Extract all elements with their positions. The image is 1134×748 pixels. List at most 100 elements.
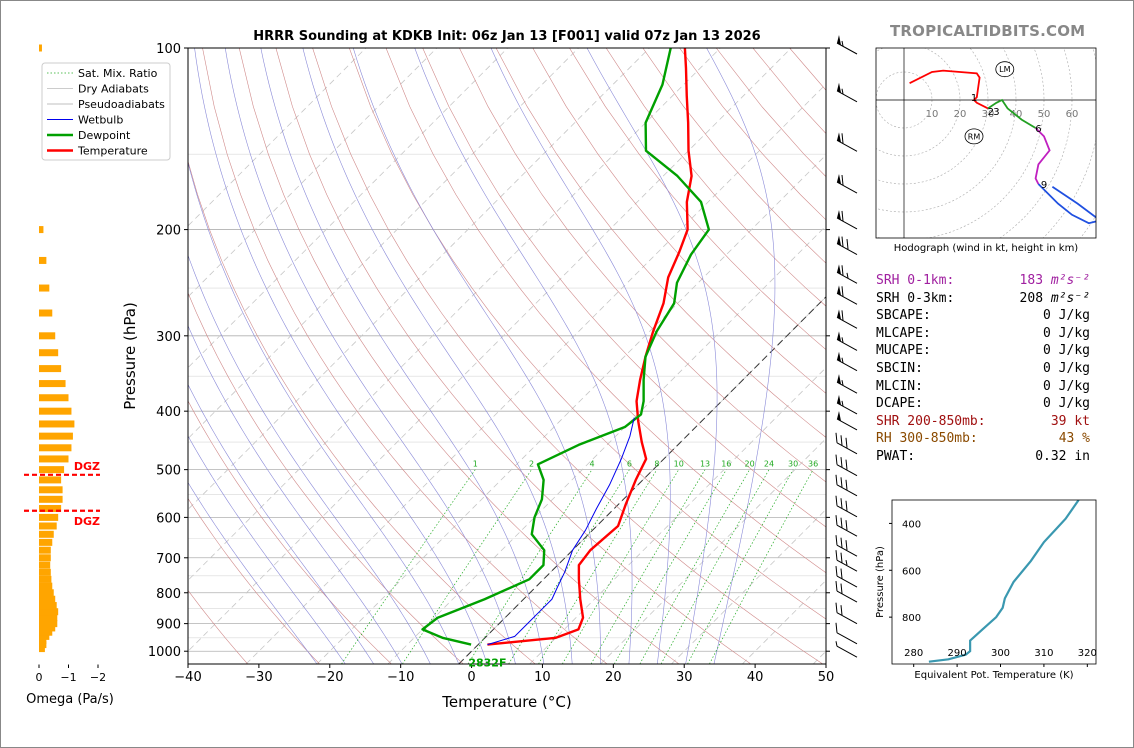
dewpoint-profile-line xyxy=(421,48,711,646)
dry-adiabat-line xyxy=(188,292,464,664)
wind-barb-flag xyxy=(845,437,848,448)
theta-e-y-tick-label: 800 xyxy=(902,613,921,624)
mixing-ratio-label: 2 xyxy=(529,460,534,469)
dry-adiabat-line xyxy=(495,48,826,438)
wind-barb xyxy=(836,374,858,394)
legend-label: Sat. Mix. Ratio xyxy=(78,67,158,80)
theta-e-y-tick-label: 600 xyxy=(902,566,921,577)
hodograph-height-label: 1 xyxy=(971,93,977,104)
y-tick-label: 300 xyxy=(156,330,181,345)
wind-barb-staff xyxy=(836,292,858,305)
y-tick-label: 1000 xyxy=(148,645,181,660)
wind-barb-pennant xyxy=(837,82,841,93)
stat-label: SRH 0-1km: xyxy=(876,273,955,288)
y-tick-label: 200 xyxy=(156,224,181,239)
wind-barb xyxy=(836,235,858,255)
wind-barb xyxy=(835,641,858,658)
stat-value-number: 0 J/kg xyxy=(1043,378,1090,394)
omega-bar xyxy=(39,575,52,583)
wind-barb-flag xyxy=(841,210,844,222)
dry-adiabat-line xyxy=(188,160,536,664)
omega-bar xyxy=(39,568,51,576)
hodograph-ring-label: 20 xyxy=(954,109,967,120)
stat-label: PWAT: xyxy=(876,449,916,464)
y-tick-label: 100 xyxy=(156,42,181,57)
chart-title: HRRR Sounding at KDKB Init: 06z Jan 13 [… xyxy=(253,29,760,44)
omega-tick-label: −1 xyxy=(60,671,76,684)
mixing-ratio-label: 4 xyxy=(589,460,594,469)
omega-bar xyxy=(39,582,53,590)
dry-adiabat-line xyxy=(459,48,826,483)
wind-barb xyxy=(835,495,858,518)
dry-adiabat-line xyxy=(532,48,826,394)
omega-bar xyxy=(39,432,73,440)
moist-adiabat-line xyxy=(194,48,488,664)
omega-bar xyxy=(39,505,62,513)
omega-bar xyxy=(39,608,59,616)
omega-bar xyxy=(39,495,63,503)
hodograph-height-label: 3 xyxy=(993,107,999,118)
omega-bar xyxy=(39,641,47,649)
moist-adiabat-line xyxy=(302,48,573,664)
wind-barb-staff xyxy=(836,243,858,255)
wind-barb-half-flag xyxy=(846,272,849,278)
omega-bar xyxy=(39,466,65,474)
omega-bar xyxy=(39,645,45,653)
brand-watermark: TROPICALTIDBITS.COM xyxy=(890,22,1086,40)
mixing-ratio-line xyxy=(639,469,750,664)
mixing-ratio-line xyxy=(614,469,727,664)
mixing-ratio-line xyxy=(590,469,706,664)
moist-adiabat-line xyxy=(260,48,545,664)
stat-value: 0 J/kg xyxy=(1000,361,1090,376)
omega-bar xyxy=(39,637,47,645)
mixing-ratio-label: 8 xyxy=(654,460,659,469)
wind-barb xyxy=(835,535,858,557)
omega-bar xyxy=(39,44,42,52)
theta-e-x-tick-label: 310 xyxy=(1034,648,1053,659)
wind-barb-pennant xyxy=(837,35,841,45)
wind-barb-staff xyxy=(836,484,858,497)
theta-e-x-tick-label: 290 xyxy=(948,648,967,659)
isotherm-line xyxy=(188,48,650,511)
wind-barb-flag xyxy=(835,515,838,526)
x-tick-label: 10 xyxy=(534,670,551,685)
wind-barb-flag xyxy=(840,605,843,616)
wind-barb-staff xyxy=(836,590,858,603)
isotherm-line xyxy=(316,154,826,664)
stat-value-number: 0 J/kg xyxy=(1043,343,1090,359)
theta-e-y-label: Pressure (hPa) xyxy=(875,546,886,618)
wind-barb-flag xyxy=(840,435,843,446)
wind-barb-half-flag xyxy=(841,400,844,406)
mixing-ratio-line xyxy=(562,469,680,664)
wind-barb-flag xyxy=(840,457,843,468)
stat-value: 0 J/kg xyxy=(1000,308,1090,323)
stat-value-number: 0 J/kg xyxy=(1043,361,1090,376)
omega-bar xyxy=(39,546,51,554)
stat-value-unit: m²s⁻² xyxy=(1043,273,1090,288)
theta-e-panel: 280 290 300 310 320 400 600 800 Equivalent Pot. … xyxy=(875,499,1097,681)
zero-isotherm-line xyxy=(458,296,826,664)
omega-bar xyxy=(39,365,62,373)
isotherm-line xyxy=(387,225,826,664)
stat-label: DCAPE: xyxy=(876,396,923,412)
hodograph-motion-label: RM xyxy=(968,132,981,141)
hodograph-frame xyxy=(875,47,1097,239)
wind-barb xyxy=(835,602,858,625)
skewt-plot-area: 1 2 4 6 8 10 13 16 20 24 30 36 xyxy=(188,48,826,664)
theta-e-x-tick-label: 300 xyxy=(991,648,1010,659)
stat-value: 0 J/kg xyxy=(1000,379,1090,394)
wind-barb-pennant xyxy=(837,264,841,275)
stat-value: 43 % xyxy=(1000,431,1090,446)
stat-value: 0 J/kg xyxy=(1000,396,1090,411)
legend-box: Sat. Mix. Ratio Dry Adiabats Pseudoadiabat… xyxy=(41,62,171,161)
omega-tick-label: −2 xyxy=(90,671,106,684)
wind-barb-staff xyxy=(836,524,858,537)
wind-barb-staff xyxy=(836,402,858,415)
wind-barb-staff xyxy=(836,442,858,455)
stat-value: 208 m²s⁻² xyxy=(1000,291,1090,306)
wind-barb-flag xyxy=(845,540,848,551)
stat-value: 183 m²s⁻² xyxy=(1000,273,1090,288)
wind-barb xyxy=(835,622,858,645)
hodograph-trace xyxy=(987,98,1037,129)
mixing-ratio-line xyxy=(467,469,593,664)
